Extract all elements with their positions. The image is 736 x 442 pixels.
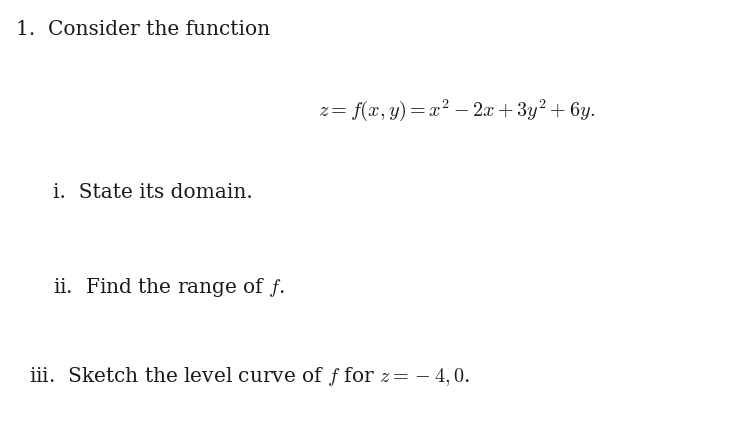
Text: iii.  Sketch the level curve of $f$ for $z = -4, 0$.: iii. Sketch the level curve of $f$ for $… <box>29 365 470 388</box>
Text: ii.  Find the range of $f$.: ii. Find the range of $f$. <box>53 276 285 299</box>
Text: i.  State its domain.: i. State its domain. <box>53 183 252 202</box>
Text: $z = f(x,y) = x^2 - 2x + 3y^2 + 6y.$: $z = f(x,y) = x^2 - 2x + 3y^2 + 6y.$ <box>318 97 595 123</box>
Text: 1.  Consider the function: 1. Consider the function <box>16 20 270 39</box>
